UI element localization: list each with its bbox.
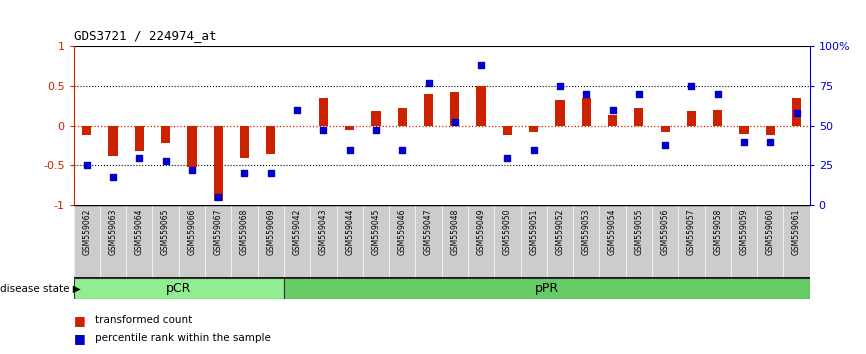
Point xyxy=(158,158,172,164)
Point xyxy=(553,83,567,88)
Bar xyxy=(284,278,810,299)
Text: GSM559052: GSM559052 xyxy=(555,209,565,255)
Bar xyxy=(740,126,748,133)
Text: GSM559060: GSM559060 xyxy=(766,209,775,256)
Bar xyxy=(608,114,617,126)
Text: GSM559064: GSM559064 xyxy=(135,209,144,256)
Bar xyxy=(82,126,91,135)
Text: GSM559059: GSM559059 xyxy=(740,209,748,256)
Text: GSM559047: GSM559047 xyxy=(424,209,433,256)
Text: GSM559056: GSM559056 xyxy=(661,209,669,256)
Bar xyxy=(687,111,696,126)
Bar xyxy=(792,98,801,126)
Bar xyxy=(108,126,118,156)
Bar xyxy=(397,108,407,126)
Point xyxy=(290,107,304,113)
Text: GSM559050: GSM559050 xyxy=(503,209,512,256)
Text: GSM559061: GSM559061 xyxy=(792,209,801,255)
Point xyxy=(422,80,436,85)
Point xyxy=(632,91,646,97)
Bar xyxy=(450,92,459,126)
Point xyxy=(763,139,777,144)
Bar xyxy=(713,110,722,126)
Text: GSM559044: GSM559044 xyxy=(346,209,354,256)
Text: ■: ■ xyxy=(74,314,86,327)
Text: GSM559046: GSM559046 xyxy=(397,209,407,256)
Point xyxy=(316,127,330,133)
Text: GSM559058: GSM559058 xyxy=(714,209,722,255)
Bar xyxy=(266,126,275,154)
Point xyxy=(237,171,251,176)
Point xyxy=(605,107,619,113)
Point xyxy=(395,147,409,152)
Bar xyxy=(372,111,380,126)
Text: GSM559045: GSM559045 xyxy=(372,209,380,256)
Point xyxy=(579,91,593,97)
Bar xyxy=(766,126,775,135)
Point xyxy=(107,174,120,179)
Text: GDS3721 / 224974_at: GDS3721 / 224974_at xyxy=(74,29,216,42)
Point xyxy=(185,167,199,173)
Point xyxy=(658,142,672,148)
Text: disease state ▶: disease state ▶ xyxy=(0,284,81,293)
Bar xyxy=(634,108,643,126)
Bar xyxy=(503,126,512,135)
Text: GSM559051: GSM559051 xyxy=(529,209,538,255)
Text: GSM559069: GSM559069 xyxy=(266,209,275,256)
Text: GSM559049: GSM559049 xyxy=(476,209,486,256)
Text: GSM559062: GSM559062 xyxy=(82,209,91,255)
Bar xyxy=(555,100,565,126)
Bar xyxy=(424,94,433,126)
Text: GSM559053: GSM559053 xyxy=(582,209,591,256)
Bar xyxy=(214,126,223,201)
Point xyxy=(475,62,488,68)
Text: GSM559065: GSM559065 xyxy=(161,209,170,256)
Text: transformed count: transformed count xyxy=(95,315,192,325)
Bar xyxy=(345,126,354,130)
Point xyxy=(343,147,357,152)
Point xyxy=(369,127,383,133)
Point xyxy=(711,91,725,97)
Bar xyxy=(161,126,171,143)
Point xyxy=(527,147,540,152)
Bar xyxy=(240,126,249,158)
Text: percentile rank within the sample: percentile rank within the sample xyxy=(95,333,271,343)
Point xyxy=(501,155,514,160)
Text: GSM559068: GSM559068 xyxy=(240,209,249,255)
Text: GSM559066: GSM559066 xyxy=(187,209,197,256)
Text: GSM559042: GSM559042 xyxy=(293,209,301,255)
Bar xyxy=(187,126,197,167)
Text: GSM559063: GSM559063 xyxy=(108,209,118,256)
Text: GSM559043: GSM559043 xyxy=(319,209,328,256)
Bar xyxy=(529,126,539,132)
Text: pPR: pPR xyxy=(534,282,559,295)
Bar xyxy=(74,278,284,299)
Point xyxy=(790,110,804,116)
Text: GSM559067: GSM559067 xyxy=(214,209,223,256)
Bar xyxy=(582,98,591,126)
Point xyxy=(448,120,462,125)
Bar xyxy=(319,98,328,126)
Bar xyxy=(476,86,486,126)
Text: GSM559054: GSM559054 xyxy=(608,209,617,256)
Bar xyxy=(135,126,144,151)
Text: GSM559055: GSM559055 xyxy=(634,209,643,256)
Point xyxy=(211,195,225,200)
Point xyxy=(264,171,278,176)
Point xyxy=(80,163,94,169)
Text: pCR: pCR xyxy=(166,282,191,295)
Bar xyxy=(661,126,669,132)
Point xyxy=(132,155,146,160)
Point xyxy=(684,83,698,88)
Text: GSM559048: GSM559048 xyxy=(450,209,459,255)
Text: GSM559057: GSM559057 xyxy=(687,209,696,256)
Point xyxy=(737,139,751,144)
Text: ■: ■ xyxy=(74,332,86,344)
